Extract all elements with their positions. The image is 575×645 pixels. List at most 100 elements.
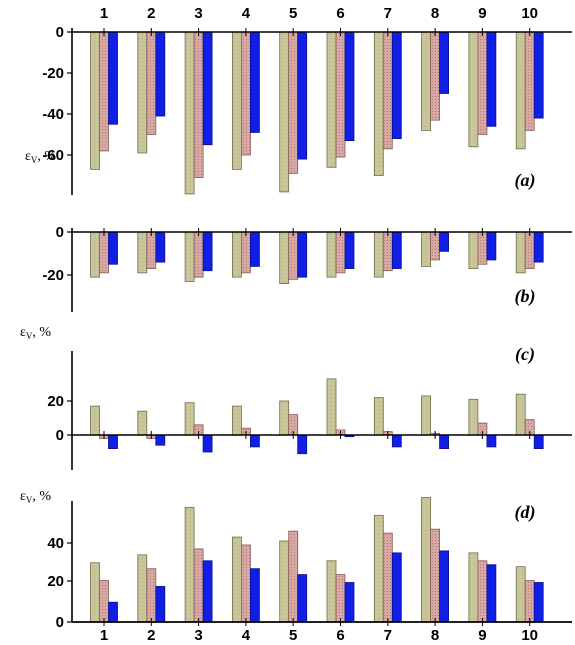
panel-4: 40 20 0 1 2 3 4 5 6 7 8 9 10 (d) εV, % (20, 489, 572, 644)
chart-panels: 0-20-40-601 2 3 4 5 6 7 8 9 10(a)εV, %0-20(b)200(… (20, 5, 572, 644)
bar-s3-c9 (486, 231, 497, 261)
panel-tag: (c) (515, 344, 535, 365)
panel-tag: (a) (515, 170, 536, 191)
bar-s1-c5 (279, 31, 290, 193)
y-tick-label: 20 (47, 573, 64, 590)
bar-s2-c6 (335, 574, 346, 623)
bar-s3-c3 (202, 31, 213, 146)
category-label-8: 8 (431, 627, 439, 644)
bar-s1-c1 (90, 31, 100, 170)
bar-s1-c5 (279, 540, 290, 623)
bar-s3-c6 (344, 231, 355, 269)
category-label-2: 2 (147, 627, 155, 644)
bar-s1-c1 (90, 231, 100, 278)
bar-s3-c2 (155, 31, 166, 117)
bar-s1-c10 (515, 566, 526, 623)
category-label-6: 6 (336, 5, 344, 22)
category-label-9: 9 (478, 627, 486, 644)
y-tick-label: -20 (42, 267, 64, 284)
bar-s3-c5 (297, 231, 308, 278)
bar-s1-c3 (184, 507, 195, 623)
bar-s1-c6 (326, 231, 337, 278)
panel-2: 0 -20 (b) (42, 224, 572, 312)
y-tick-label: -40 (42, 106, 64, 123)
y-tick-label: -20 (42, 65, 64, 82)
panel-tag: (b) (515, 286, 536, 307)
bar-s3-c6 (344, 31, 355, 142)
y-tick-label: 40 (47, 535, 64, 552)
bar-s2-c3 (193, 231, 204, 278)
bar-s2-c7 (382, 31, 393, 150)
bar-s2-c1 (99, 580, 109, 623)
category-label-2: 2 (147, 5, 155, 22)
bar-s1-c10 (515, 393, 526, 436)
bar-s2-c10 (524, 31, 535, 131)
bar-s2-c4 (240, 544, 251, 623)
bar-s3-c8 (439, 31, 450, 94)
y-tick-label: 0 (56, 427, 64, 444)
bar-s1-c4 (231, 231, 242, 278)
bar-s2-c2 (146, 231, 157, 269)
bar-s3-c1 (108, 231, 118, 265)
bar-s1-c8 (421, 31, 432, 131)
bar-s1-c9 (468, 231, 479, 269)
bar-s3-c10 (533, 582, 544, 623)
bar-s3-c8 (439, 434, 450, 450)
bar-s2-c5 (288, 530, 299, 623)
bar-s2-c2 (146, 31, 157, 135)
bar-s2-c10 (524, 580, 535, 623)
y-tick-label: 20 (47, 393, 64, 410)
bar-s3-c2 (155, 434, 166, 446)
bar-s3-c3 (202, 560, 213, 623)
bar-s3-c1 (108, 601, 118, 623)
bar-s1-c6 (326, 378, 337, 436)
bar-s2-c1 (99, 231, 109, 274)
bar-s1-c9 (468, 398, 479, 436)
bar-s2-c9 (477, 560, 488, 623)
bar-s2-c4 (240, 31, 251, 156)
bar-s3-c8 (439, 231, 450, 252)
bar-s1-c2 (137, 31, 148, 154)
bar-s2-c6 (335, 31, 346, 158)
bar-s2-c2 (146, 568, 157, 623)
bar-s2-c10 (524, 231, 535, 269)
bar-s3-c9 (486, 564, 497, 623)
category-label-4: 4 (242, 627, 251, 644)
bar-s3-c7 (391, 552, 402, 623)
bar-s3-c10 (533, 31, 544, 119)
bar-s1-c7 (373, 231, 384, 278)
category-label-1: 1 (100, 627, 108, 644)
bar-s1-c5 (279, 400, 290, 436)
bar-s3-c7 (391, 31, 402, 139)
bar-s3-c3 (202, 434, 213, 453)
bar-s2-c5 (288, 231, 299, 280)
panel-3: 20 0 (c) εV, % (20, 325, 572, 470)
bar-s2-c3 (193, 31, 204, 178)
bar-s1-c2 (137, 554, 148, 623)
y-tick-label: -60 (42, 147, 64, 164)
bar-s2-c5 (288, 31, 299, 174)
bar-s1-c3 (184, 402, 195, 436)
bar-s1-c1 (90, 405, 100, 436)
category-label-4: 4 (242, 5, 251, 22)
bar-s3-c10 (533, 434, 544, 450)
bar-s1-c10 (515, 31, 526, 150)
y-tick-label: 0 (56, 224, 64, 241)
bar-s3-c9 (486, 31, 497, 127)
bar-s2-c6 (335, 231, 346, 274)
category-label-8: 8 (431, 5, 439, 22)
bar-s2-c8 (430, 528, 441, 623)
bar-s3-c1 (108, 31, 118, 125)
category-label-7: 7 (384, 627, 392, 644)
bar-s1-c4 (231, 31, 242, 170)
bar-s1-c7 (373, 31, 384, 176)
category-label-5: 5 (289, 627, 297, 644)
bar-s3-c8 (439, 550, 450, 623)
bar-s3-c1 (108, 434, 118, 450)
bar-s1-c7 (373, 397, 384, 436)
bar-s1-c8 (421, 231, 432, 267)
y-axis-label: εV, % (20, 489, 51, 505)
bar-s1-c7 (373, 514, 384, 623)
bar-s1-c3 (184, 231, 195, 282)
